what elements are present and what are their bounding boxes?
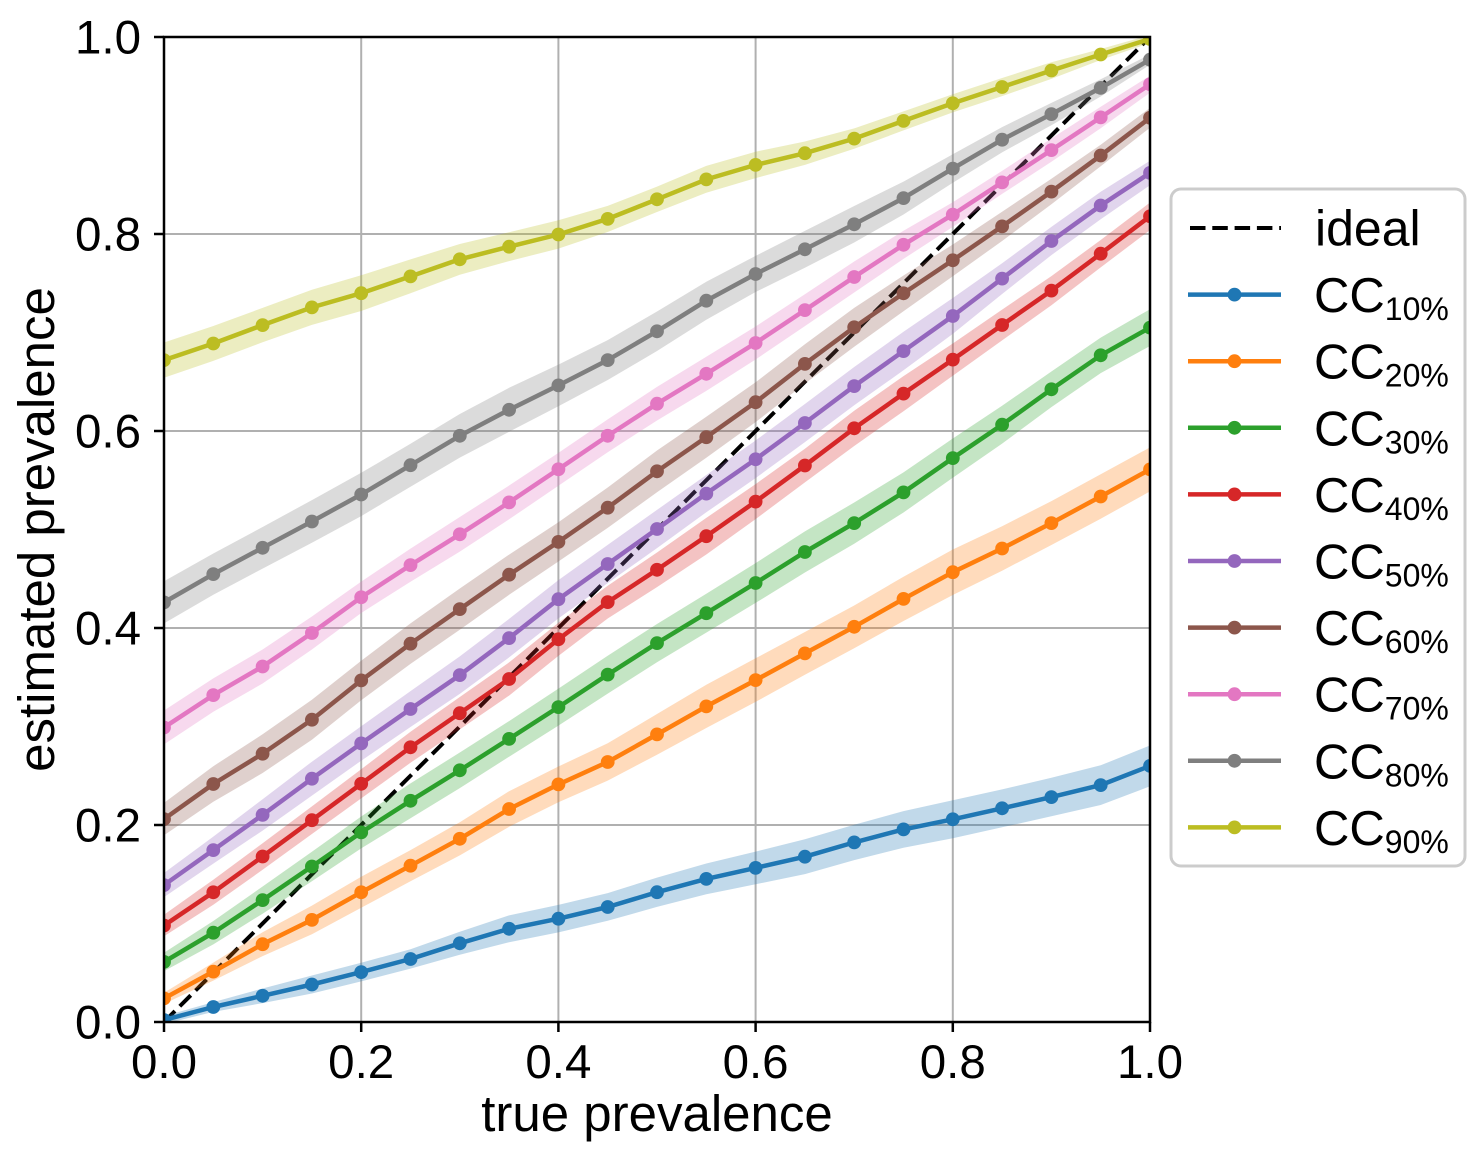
svg-text:0.4: 0.4	[75, 602, 141, 655]
svg-text:0.8: 0.8	[920, 1036, 986, 1089]
svg-text:0.0: 0.0	[131, 1036, 197, 1089]
svg-text:0.8: 0.8	[75, 208, 141, 261]
svg-text:true prevalence: true prevalence	[481, 1085, 833, 1142]
svg-text:ideal: ideal	[1315, 201, 1421, 257]
svg-text:0.2: 0.2	[328, 1036, 394, 1089]
svg-text:0.2: 0.2	[75, 799, 141, 852]
svg-text:0.6: 0.6	[723, 1036, 789, 1089]
svg-text:0.4: 0.4	[525, 1036, 591, 1089]
svg-text:1.0: 1.0	[1117, 1036, 1183, 1089]
svg-text:0.0: 0.0	[75, 996, 141, 1049]
svg-text:0.6: 0.6	[75, 405, 141, 458]
svg-text:CC50%: CC50%	[1314, 536, 1449, 594]
svg-text:CC30%: CC30%	[1314, 402, 1449, 460]
svg-text:1.0: 1.0	[75, 11, 141, 64]
svg-text:estimated prevalence: estimated prevalence	[8, 287, 65, 772]
